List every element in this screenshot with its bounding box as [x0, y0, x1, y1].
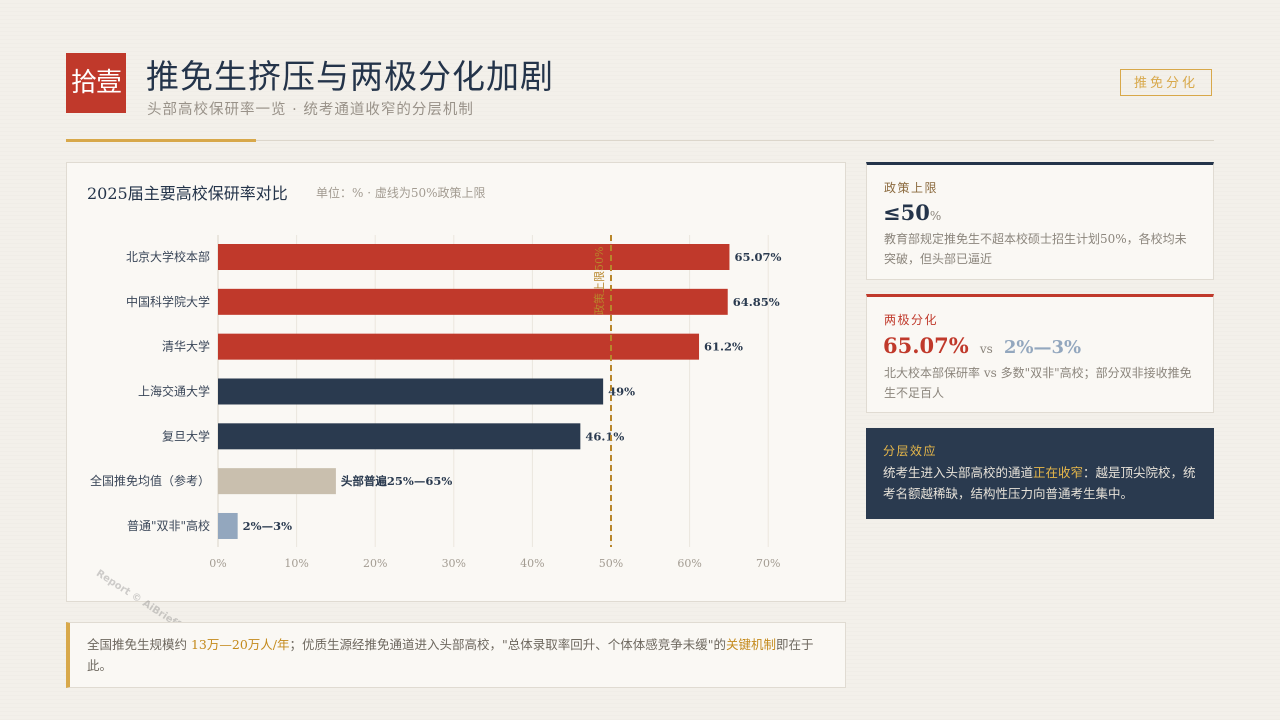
category-label: 上海交通大学	[138, 383, 210, 398]
polarization-desc: 北大校本部保研率 vs 多数"双非"高校；部分双非接收推免生不足百人	[884, 366, 1192, 400]
x-tick-label: 50%	[599, 557, 623, 570]
data-label: 61.2%	[704, 340, 743, 354]
bar-chart: 0% 10% 20% 30% 40% 50% 60% 70% 北京大学校本部 65.07% 中国科学…	[90, 235, 781, 570]
low-rate-value: 2%—3%	[1003, 337, 1082, 358]
policy-cap-label: 政策上限	[884, 181, 939, 195]
bar	[218, 333, 700, 360]
chart-panel: 2025届主要高校保研率对比 单位：% · 虚线为50%政策上限 0% 10% 20…	[66, 162, 846, 602]
bottom-note-text: 全国推免生规模约 13万—20万人/年；优质生源经推免通道进入头部高校，"总体录…	[87, 637, 814, 673]
stratification-text: 统考生进入头部高校的通道正在收窄：越是顶尖院校，统考名额越稀缺，结构性压力向普通…	[883, 465, 1196, 501]
page-title: 推免生挤压与两极分化加剧	[146, 57, 554, 96]
polarization-label: 两极分化	[884, 313, 939, 327]
policy-cap-desc: 教育部规定推免生不超本校硕士招生计划50%，各校均未突破，但头部已逼近	[884, 232, 1187, 266]
category-label: 普通"双非"高校	[127, 518, 210, 533]
policy-cap-line-label: 政策上限50%	[592, 247, 606, 315]
x-tick-label: 70%	[756, 557, 780, 570]
top-rate-value: 65.07%	[883, 333, 969, 358]
bar	[218, 378, 604, 405]
stratification-card: 分层效应 统考生进入头部高校的通道正在收窄：越是顶尖院校，统考名额越稀缺，结构性…	[866, 428, 1214, 519]
header-divider-accent	[66, 139, 256, 142]
bar	[218, 468, 336, 495]
page-subtitle: 头部高校保研率一览 · 统考通道收窄的分层机制	[147, 102, 474, 118]
topic-tag-button[interactable]: 推免分化	[1120, 69, 1212, 96]
policy-cap-value: ≤50%	[883, 200, 942, 225]
chart-note: 单位：% · 虚线为50%政策上限	[316, 186, 486, 200]
bar	[218, 244, 730, 270]
x-tick-label: 10%	[284, 557, 308, 570]
header-divider	[66, 140, 1214, 141]
x-tick-label: 60%	[677, 557, 701, 570]
data-label: 65.07%	[734, 250, 781, 264]
bottom-note: 全国推免生规模约 13万—20万人/年；优质生源经推免通道进入头部高校，"总体录…	[66, 622, 846, 688]
category-label: 中国科学院大学	[126, 294, 210, 309]
bar	[218, 423, 581, 450]
polarization-card: 两极分化 65.07% vs 2%—3% 北大校本部保研率 vs 多数"双非"高…	[866, 294, 1214, 413]
bar	[218, 288, 728, 315]
data-label: 2%—3%	[243, 519, 292, 533]
x-tick-label: 30%	[442, 557, 466, 570]
x-tick-label: 0%	[209, 557, 226, 570]
x-tick-label: 20%	[363, 557, 387, 570]
data-label: 头部普遍25%—65%	[341, 474, 452, 488]
chart-title: 2025届主要高校保研率对比	[87, 184, 288, 203]
data-label: 49%	[608, 384, 635, 398]
category-label: 全国推免均值（参考）	[90, 473, 210, 488]
bar	[218, 512, 238, 539]
stratification-label: 分层效应	[883, 444, 938, 458]
policy-cap-card: 政策上限 ≤50% 教育部规定推免生不超本校硕士招生计划50%，各校均未突破，但…	[866, 162, 1214, 280]
polarization-values: 65.07% vs 2%—3%	[883, 333, 1081, 358]
vs-text: vs	[979, 342, 993, 356]
section-badge: 拾壹	[66, 53, 126, 113]
category-label: 北京大学校本部	[126, 249, 210, 264]
category-label: 复旦大学	[162, 428, 210, 443]
category-label: 清华大学	[162, 339, 210, 354]
x-tick-label: 40%	[520, 557, 544, 570]
data-label: 64.85%	[733, 295, 780, 309]
data-label: 46.1%	[585, 429, 624, 443]
